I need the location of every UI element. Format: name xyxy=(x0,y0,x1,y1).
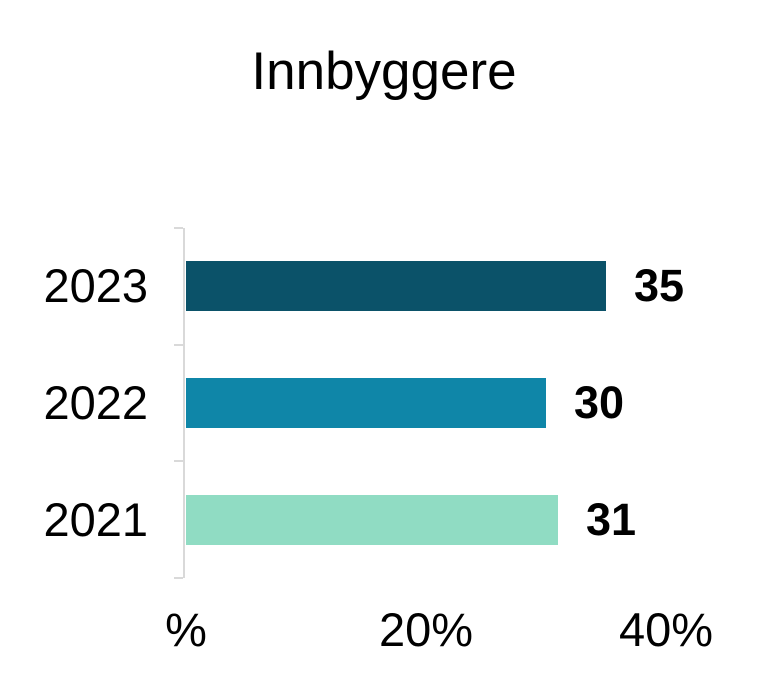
bar-2022 xyxy=(186,378,546,428)
value-label-2021: 31 xyxy=(586,494,637,545)
y-axis-tick xyxy=(174,227,183,229)
y-axis-tick xyxy=(174,460,183,462)
category-label-2022: 2022 xyxy=(43,376,148,429)
value-label-2022: 30 xyxy=(574,377,625,428)
x-axis-label-0: % xyxy=(165,603,207,656)
category-label-2021: 2021 xyxy=(43,493,148,546)
y-axis-tick xyxy=(174,344,183,346)
y-axis-line xyxy=(183,228,185,578)
value-label-2023: 35 xyxy=(634,260,685,311)
x-axis-label-40: 40% xyxy=(618,603,714,656)
chart-title: Innbyggere xyxy=(251,42,517,101)
y-axis-tick xyxy=(174,577,183,579)
x-axis-label-20: 20% xyxy=(378,603,474,656)
category-label-2023: 2023 xyxy=(43,259,148,312)
bar-2023 xyxy=(186,261,606,311)
bar-2021 xyxy=(186,495,558,545)
